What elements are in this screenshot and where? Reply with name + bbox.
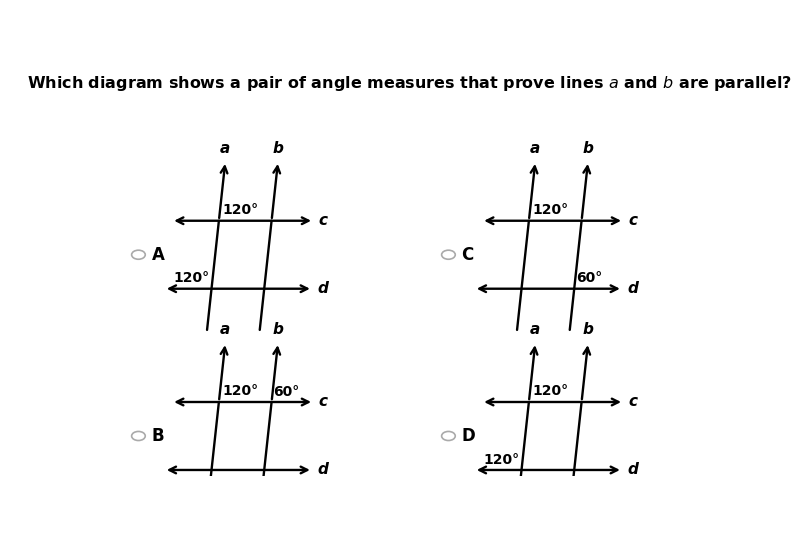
Text: b: b — [273, 141, 283, 156]
Text: 60°: 60° — [576, 271, 602, 285]
Text: 120°: 120° — [532, 203, 568, 217]
Text: 60°: 60° — [274, 385, 300, 399]
Text: d: d — [627, 462, 638, 477]
Text: c: c — [318, 213, 327, 228]
Text: b: b — [582, 141, 594, 156]
Text: b: b — [273, 322, 283, 337]
Text: b: b — [582, 322, 594, 337]
Text: C: C — [462, 246, 474, 264]
Text: 120°: 120° — [222, 384, 258, 398]
Text: Which diagram shows a pair of angle measures that prove lines $\mathit{a}$ and $: Which diagram shows a pair of angle meas… — [27, 74, 793, 94]
Text: A: A — [151, 246, 164, 264]
Text: c: c — [628, 213, 638, 228]
Text: a: a — [220, 141, 230, 156]
Text: 120°: 120° — [222, 203, 258, 217]
Text: 120°: 120° — [532, 384, 568, 398]
Text: 120°: 120° — [174, 271, 210, 285]
Text: d: d — [317, 281, 328, 296]
Text: B: B — [151, 427, 164, 445]
Text: d: d — [317, 462, 328, 477]
Text: c: c — [318, 394, 327, 409]
Text: d: d — [627, 281, 638, 296]
Text: c: c — [628, 394, 638, 409]
Text: a: a — [220, 322, 230, 337]
Text: a: a — [530, 322, 541, 337]
Text: a: a — [530, 141, 541, 156]
Text: D: D — [462, 427, 475, 445]
Text: 120°: 120° — [483, 453, 520, 467]
